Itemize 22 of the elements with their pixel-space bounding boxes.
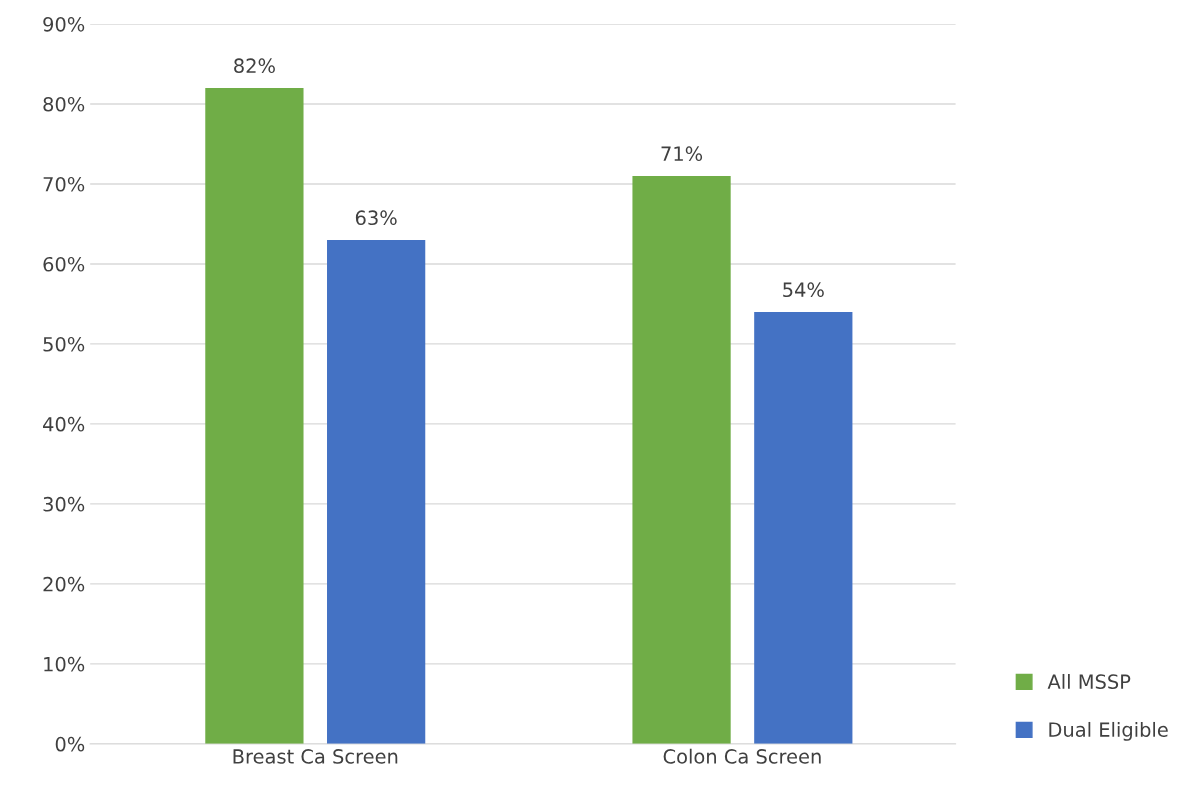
- y-tick-label: 80%: [43, 96, 85, 112]
- bar: [754, 311, 853, 744]
- y-tick-label: 50%: [43, 336, 85, 352]
- y-tick-label: 30%: [43, 496, 85, 512]
- y-tick-label: 90%: [43, 16, 85, 32]
- y-tick-label: 40%: [43, 416, 85, 432]
- y-tick-label: 0%: [55, 736, 85, 752]
- legend-label: All MSSP: [1047, 673, 1131, 690]
- bar: [205, 87, 304, 744]
- legend-label: Dual Eligible: [1049, 721, 1168, 741]
- y-tick-label: 70%: [43, 176, 85, 192]
- y-tick-label: 60%: [43, 256, 85, 272]
- x-tick-label: Breast Ca Screen: [233, 749, 398, 764]
- data-label: 54%: [783, 282, 824, 298]
- y-tick-label: 10%: [44, 656, 85, 672]
- data-label: 82%: [234, 58, 275, 74]
- bar: [327, 239, 426, 744]
- data-label: 71%: [661, 146, 703, 162]
- bar: [632, 175, 731, 744]
- data-label: 63%: [355, 210, 397, 226]
- y-tick-label: 20%: [43, 576, 85, 592]
- x-tick-label: Colon Ca Screen: [663, 748, 821, 764]
